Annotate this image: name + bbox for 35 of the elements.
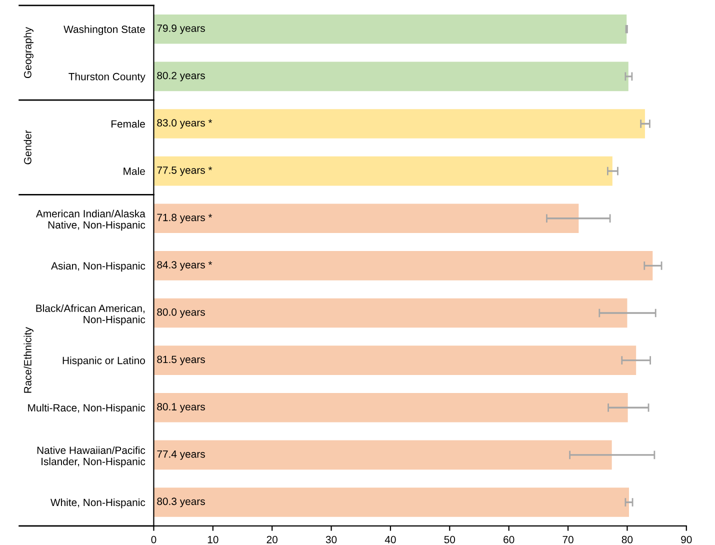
data-label: 77.4 years — [157, 450, 205, 460]
text: Race/Ethnicity — [24, 327, 34, 393]
x-tick-label: 0 — [151, 536, 156, 544]
x-tick-label: 60 — [504, 536, 514, 544]
x-tick-label: 80 — [622, 536, 633, 544]
y-tick-label: Native Hawaiian/Pacific Islander, Non-Hispanic — [37, 446, 146, 468]
y-tick-label: American Indian/Alaska Native, Non-Hispanic — [36, 210, 146, 231]
y-tick-label: Multi-Race, Non-Hispanic — [28, 404, 146, 414]
y-tick-label: Asian, Non-Hispanic — [51, 262, 146, 272]
data-label: 83.0 years * — [157, 119, 212, 129]
data-label: 80.3 years — [157, 498, 205, 508]
data-label: 80.1 years — [157, 403, 205, 412]
data-label: 80.2 years — [157, 72, 205, 82]
text: Gender — [24, 130, 32, 164]
text: Geography — [24, 27, 34, 78]
y-tick-label: Black/African American, Non-Hispanic — [36, 304, 146, 326]
data-label: 80.0 years — [157, 308, 205, 318]
x-tick-label: 30 — [326, 536, 337, 544]
y-tick-label: Thurston County — [68, 72, 146, 82]
data-label: 77.5 years * — [157, 166, 212, 176]
x-tick-label: 70 — [562, 536, 574, 544]
y-tick-label: Washington State — [64, 25, 145, 36]
data-label: 84.3 years * — [157, 261, 212, 271]
x-tick-label: 10 — [208, 536, 218, 544]
y-tick-label: Female — [112, 120, 145, 128]
y-tick-label: Male — [124, 167, 145, 175]
x-tick-label: 20 — [266, 536, 278, 544]
y-tick-label: Hispanic or Latino — [62, 356, 145, 366]
y-tick-label: White, Non-Hispanic — [50, 498, 146, 508]
x-tick-label: 50 — [444, 536, 456, 544]
x-tick-label: 40 — [384, 536, 396, 544]
data-label: 79.9 years — [157, 24, 205, 34]
data-label: 71.8 years * — [157, 214, 212, 224]
x-tick-label: 90 — [681, 536, 692, 544]
data-label: 81.5 years — [157, 356, 205, 366]
